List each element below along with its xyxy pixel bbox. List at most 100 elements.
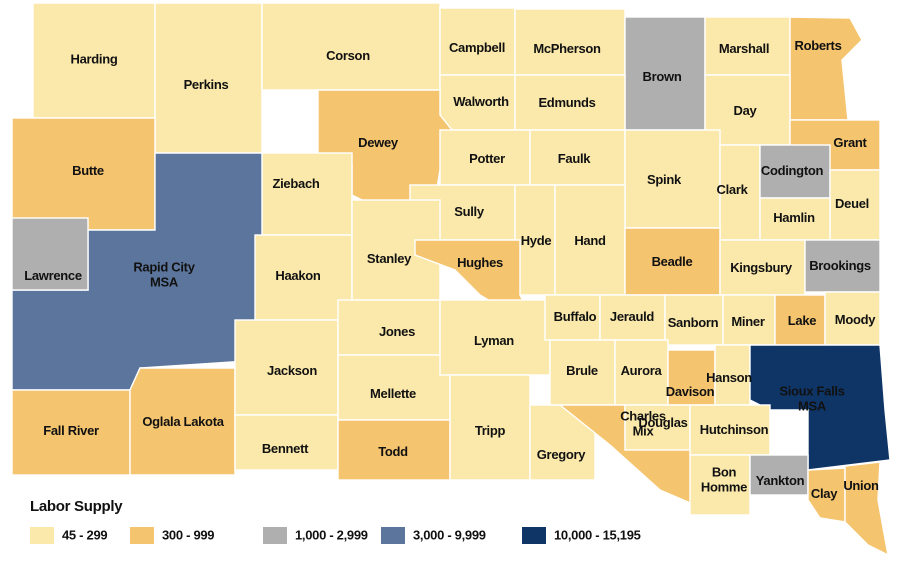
county <box>824 291 881 346</box>
county-label: Lyman <box>474 333 514 348</box>
county <box>689 454 751 516</box>
county-label: Sioux Falls MSA <box>779 384 844 414</box>
county <box>32 2 156 119</box>
county-label: Rapid City MSA <box>133 260 195 290</box>
county-label-line: Clay <box>811 486 838 501</box>
legend-swatch <box>263 527 287 544</box>
county <box>759 197 831 241</box>
county-label-line: Hamlin <box>773 210 815 225</box>
county-label-line: Mix <box>633 424 655 439</box>
county-label: Todd <box>378 444 408 459</box>
county-label: Butte <box>72 163 104 178</box>
county <box>807 467 846 523</box>
legend-label: 10,000 - 15,195 <box>554 527 641 542</box>
county-label-line: Fall River <box>43 423 99 438</box>
county <box>261 2 441 91</box>
county-label: Grant <box>833 135 867 150</box>
county-label-line: Brown <box>643 69 682 84</box>
county-label-line: Edmunds <box>538 95 595 110</box>
legend-label: 300 - 999 <box>162 527 214 542</box>
county <box>337 419 451 481</box>
county-label: Marshall <box>719 41 769 56</box>
county-label: Lawrence <box>24 268 82 283</box>
county-label: Jones <box>379 324 415 339</box>
county <box>337 299 441 356</box>
county-label-line: Walworth <box>453 94 509 109</box>
county-label-line: Rapid City <box>133 260 195 275</box>
county-label-line: Hutchinson <box>700 422 769 437</box>
legend-title: Labor Supply <box>30 498 123 515</box>
legend-label: 3,000 - 9,999 <box>413 527 486 542</box>
county-label: Miner <box>731 314 764 329</box>
county-label-line: MSA <box>798 399 827 414</box>
county-label-line: Moody <box>835 312 876 327</box>
county-label: Oglala Lakota <box>142 414 224 429</box>
county-label-line: Deuel <box>835 196 869 211</box>
county-label-line: Clark <box>716 182 748 197</box>
county-label: Spink <box>647 172 682 187</box>
county <box>689 404 771 456</box>
county-label: Codington <box>761 163 824 178</box>
county-label-line: Union <box>843 478 879 493</box>
county-label-line: Campbell <box>449 40 505 55</box>
county-label: Charles Mix <box>620 409 666 439</box>
county-label-line: Jerauld <box>610 309 655 324</box>
county-label-line: Douglas <box>638 415 687 430</box>
counties <box>11 2 891 557</box>
county <box>624 227 721 296</box>
county-label-line: Perkins <box>184 77 229 92</box>
county <box>234 319 339 416</box>
county-label-line: Davison <box>666 384 715 399</box>
county-label: McPherson <box>533 41 601 56</box>
county-label-line: Bennett <box>262 441 309 456</box>
county-label: Roberts <box>794 38 841 53</box>
county-label-line: Brookings <box>809 258 871 273</box>
legend-label: 45 - 299 <box>62 527 107 542</box>
county-label: Campbell <box>449 40 505 55</box>
legend: Labor Supply 45 - 299 300 - 999 1,000 - 2,… <box>30 498 641 544</box>
county-label-line: Dewey <box>358 135 399 150</box>
county <box>704 16 791 76</box>
county-label: Hand <box>574 233 606 248</box>
county-labels: Harding Perkins Corson Campbell McPherson Bro… <box>24 38 879 501</box>
county <box>829 169 881 241</box>
county <box>749 454 809 496</box>
county-label: Corson <box>326 48 370 63</box>
county <box>11 217 89 291</box>
county-label-line: Oglala Lakota <box>142 414 224 429</box>
county-label: Brookings <box>809 258 871 273</box>
county-label: Beadle <box>652 254 693 269</box>
county-label-line: Miner <box>731 314 764 329</box>
county-label: Gregory <box>537 447 587 462</box>
county-label-line: Lake <box>788 313 817 328</box>
county <box>11 389 131 476</box>
county-label-line: Lyman <box>474 333 514 348</box>
county-label-line: Jackson <box>267 363 317 378</box>
county-label: Lake <box>788 313 817 328</box>
county-label-line: Hand <box>574 233 606 248</box>
county-label: Dewey <box>358 135 399 150</box>
county-label-line: Day <box>734 103 758 118</box>
county-label: Hanson <box>706 370 752 385</box>
county-label-line: Stanley <box>367 251 412 266</box>
county-label-line: Buffalo <box>554 309 597 324</box>
county-label-line: Sully <box>454 204 485 219</box>
county-label: Hamlin <box>773 210 815 225</box>
county-label: Brown <box>643 69 682 84</box>
county-label-line: McPherson <box>533 41 601 56</box>
county-label-line: Bon <box>712 465 737 480</box>
county-label: Hyde <box>521 233 552 248</box>
county-label-line: Mellette <box>370 386 416 401</box>
county <box>529 129 626 186</box>
county <box>129 367 236 476</box>
county-label: Walworth <box>453 94 509 109</box>
county-label-line: Spink <box>647 172 682 187</box>
county-label: Fall River <box>43 423 99 438</box>
county-label-line: Charles <box>620 409 666 424</box>
county-label: Stanley <box>367 251 412 266</box>
county <box>234 414 339 471</box>
county-label: Perkins <box>184 77 229 92</box>
county-label: Jackson <box>267 363 317 378</box>
county <box>759 144 831 199</box>
